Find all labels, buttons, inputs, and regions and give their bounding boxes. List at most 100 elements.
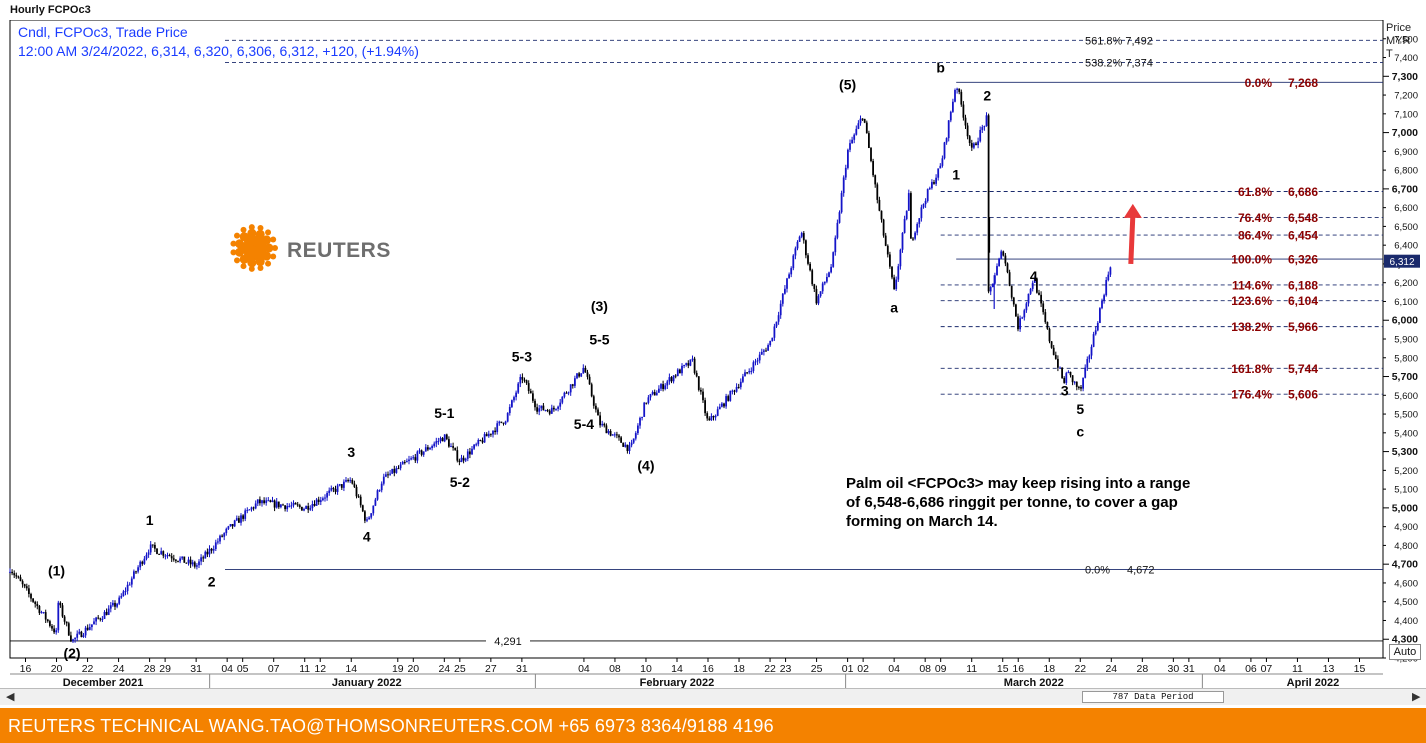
candle-body xyxy=(374,499,377,506)
price-chart[interactable]: 4,2004,3004,4004,5004,6004,7004,8004,900… xyxy=(0,0,1426,688)
candle-body xyxy=(901,232,904,250)
candle-body xyxy=(1023,310,1026,318)
candle-body xyxy=(473,444,475,449)
candle-body xyxy=(735,386,738,392)
candle-body xyxy=(67,623,70,636)
candle-body xyxy=(406,461,408,463)
candle-body xyxy=(630,442,633,446)
candle-body xyxy=(343,481,345,488)
candle-body xyxy=(754,361,757,363)
last-price-label: 6,312 xyxy=(1389,257,1414,268)
wave-label: 5-2 xyxy=(450,474,470,490)
candle-body xyxy=(322,498,324,501)
y-tick-label: 5,900 xyxy=(1394,335,1418,346)
candle-body xyxy=(519,376,522,384)
candle-body xyxy=(93,621,95,625)
candle-body xyxy=(790,268,793,275)
candle-body xyxy=(1059,367,1061,369)
x-tick-label: 07 xyxy=(268,663,280,675)
candle-body xyxy=(441,438,444,442)
candle-body xyxy=(164,555,167,557)
candle-body xyxy=(485,434,488,437)
candle-body xyxy=(1061,367,1063,378)
y-tick-label: 5,100 xyxy=(1394,485,1418,496)
candle-body xyxy=(481,440,484,443)
candle-body xyxy=(273,500,276,508)
candle-body xyxy=(63,616,66,622)
base-level-price: 4,672 xyxy=(1127,564,1155,576)
x-tick-label: 18 xyxy=(733,663,745,675)
wave-label: 1 xyxy=(952,167,960,183)
fib-level-percent: 123.6% xyxy=(1231,294,1272,308)
chart-legend: Cndl, FCPOc3, Trade Price 12:00 AM 3/24/… xyxy=(18,23,419,61)
x-tick-label: 20 xyxy=(407,663,419,675)
candle-body xyxy=(181,556,184,559)
candle-body xyxy=(599,415,601,426)
candle-body xyxy=(277,501,280,508)
candle-body xyxy=(84,627,87,636)
scroll-right-icon[interactable]: ▶ xyxy=(1412,691,1421,703)
candle-body xyxy=(920,207,923,219)
candle-body xyxy=(1084,367,1087,378)
candle-body xyxy=(313,504,316,506)
candle-body xyxy=(412,457,415,459)
fib-level-percent: 86.4% xyxy=(1238,229,1272,243)
candle-body xyxy=(779,303,782,316)
candle-body xyxy=(662,384,664,390)
logo-dot xyxy=(257,264,264,271)
fib-level-percent: 138.2% xyxy=(1231,320,1272,334)
candle-body xyxy=(317,499,320,503)
fib-level-percent: 61.8% xyxy=(1238,185,1272,199)
candle-body xyxy=(370,513,373,518)
candle-body xyxy=(49,621,51,626)
logo-dot xyxy=(265,229,272,236)
candle-body xyxy=(487,433,490,437)
candle-body xyxy=(914,232,916,239)
candle-body xyxy=(1000,251,1003,259)
candle-body xyxy=(832,252,835,267)
x-tick-label: 18 xyxy=(1043,663,1055,675)
candle-body xyxy=(364,511,366,521)
candle-body xyxy=(34,601,37,605)
candle-body xyxy=(378,490,381,492)
x-tick-label: 07 xyxy=(1261,663,1273,675)
candle-body xyxy=(592,396,595,406)
candle-body xyxy=(557,406,559,409)
candle-body xyxy=(498,421,501,424)
candle-body xyxy=(849,143,851,150)
wave-label: a xyxy=(890,300,898,316)
candle-body xyxy=(981,127,984,130)
extension-level-label: 538.2% 7,374 xyxy=(1085,57,1153,69)
candle-body xyxy=(716,409,719,416)
candle-body xyxy=(847,149,849,168)
logo-dot xyxy=(255,229,265,239)
candle-body xyxy=(51,625,53,629)
candle-body xyxy=(227,526,230,529)
candle-body xyxy=(802,233,805,241)
candle-body xyxy=(1063,377,1066,383)
candle-body xyxy=(786,278,788,289)
logo-dot xyxy=(239,232,249,242)
candle-body xyxy=(212,548,215,551)
candle-body xyxy=(905,210,908,219)
candle-body xyxy=(664,385,667,390)
time-scrollbar[interactable]: ◀ ▶ 787 Data Period xyxy=(0,688,1426,705)
candle-body xyxy=(773,326,776,338)
candle-body xyxy=(511,400,513,407)
candle-body xyxy=(607,431,610,434)
candle-body xyxy=(23,584,26,587)
x-tick-label: 04 xyxy=(221,663,233,675)
y-tick-label: 5,000 xyxy=(1392,502,1418,514)
candle-body xyxy=(1101,300,1103,309)
candle-body xyxy=(124,591,127,593)
candle-body xyxy=(798,236,801,242)
candle-body xyxy=(328,490,331,493)
candle-body xyxy=(842,177,845,194)
fib-level-price: 5,606 xyxy=(1288,388,1318,402)
auto-scale-button[interactable]: Auto xyxy=(1389,644,1421,660)
x-tick-label: 14 xyxy=(345,663,357,675)
candle-body xyxy=(452,446,454,448)
scroll-left-icon[interactable]: ◀ xyxy=(6,691,15,703)
candle-body xyxy=(120,595,123,598)
wave-label: 5-1 xyxy=(434,405,454,421)
